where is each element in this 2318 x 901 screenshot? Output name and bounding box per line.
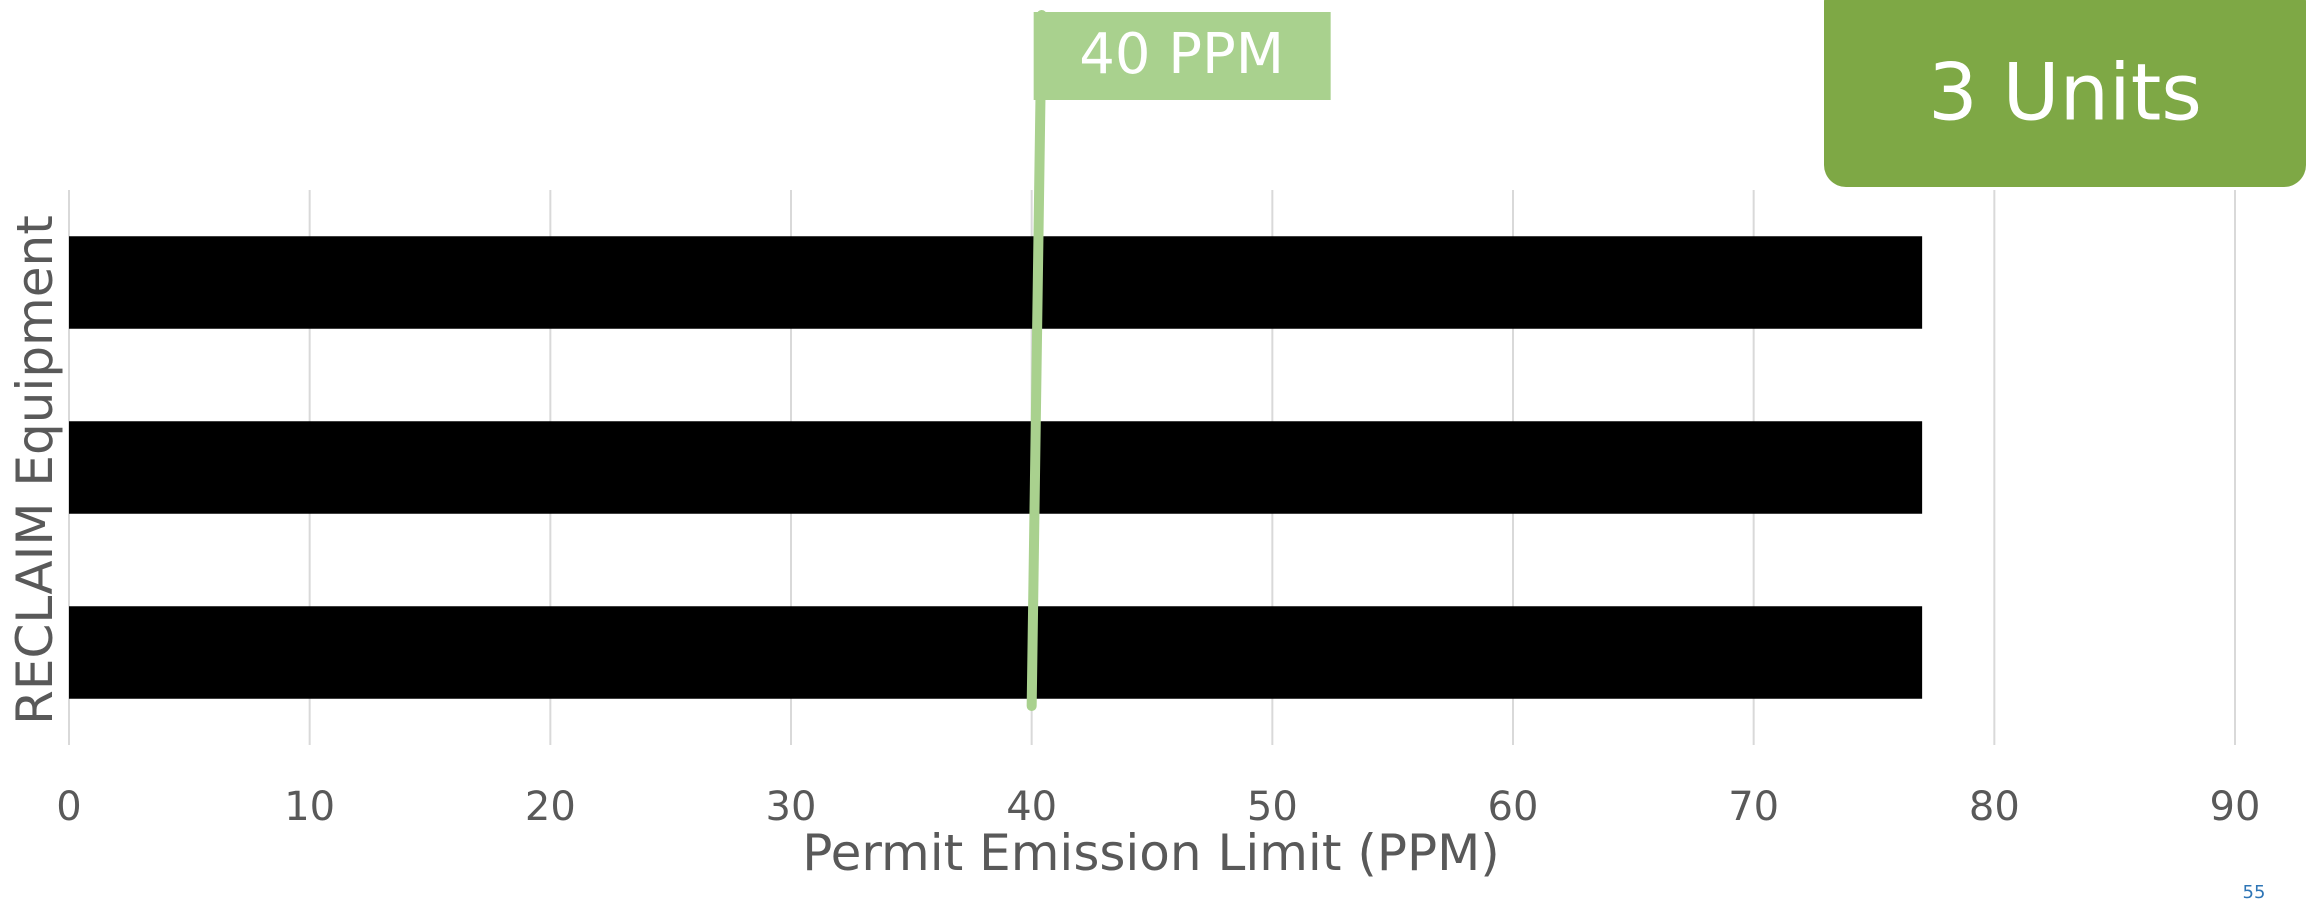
x-tick-label: 30 (766, 784, 817, 830)
bar (69, 236, 1923, 329)
reference-label: 40 PPM (1079, 22, 1284, 87)
x-tick-label: 60 (1488, 784, 1539, 830)
units-callout: 3 Units (1824, 0, 2306, 187)
reference-line-group: 40 PPM (1026, 10, 1331, 711)
units-callout-box (1824, 0, 2306, 187)
x-axis-title: Permit Emission Limit (PPM) (802, 824, 1500, 882)
reference-line (1026, 10, 1047, 711)
x-tick-label: 0 (56, 784, 81, 830)
x-tick-label: 70 (1728, 784, 1779, 830)
x-tick-label: 90 (2210, 784, 2261, 830)
units-callout-text: 3 Units (1928, 48, 2202, 138)
reference-label-box (1033, 12, 1331, 100)
x-tick-label: 50 (1247, 784, 1298, 830)
y-axis-title: RECLAIM Equipment (6, 215, 64, 725)
x-tick-label: 10 (284, 784, 335, 830)
page-number: 55 (2243, 882, 2266, 901)
bar (69, 421, 1923, 514)
bar (69, 606, 1923, 699)
x-tick-label: 80 (1969, 784, 2020, 830)
x-tick-labels: 0 10 20 30 40 50 60 70 80 90 (56, 784, 2260, 830)
bars (69, 236, 1923, 699)
x-tick-label: 20 (525, 784, 576, 830)
x-tick-label: 40 (1006, 784, 1057, 830)
